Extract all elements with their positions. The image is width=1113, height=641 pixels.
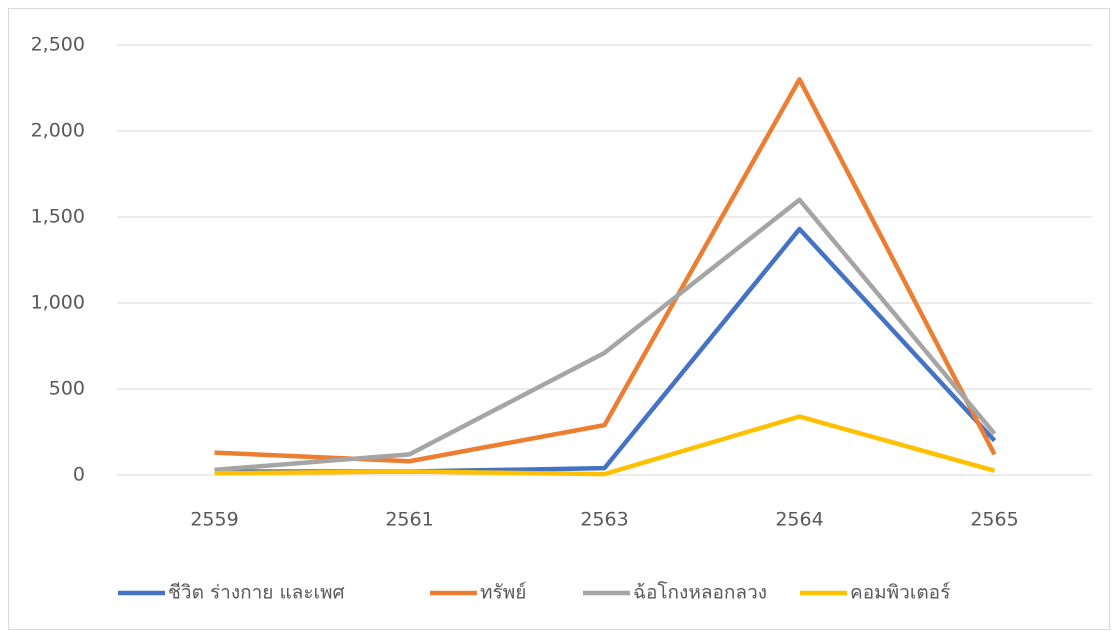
y-tick-label: 2,500 [31,34,85,56]
y-tick-label: 1,500 [31,206,85,228]
y-tick-label: 2,000 [31,120,85,142]
legend-label: ชีวิต ร่างกาย และเพศ [168,582,345,604]
x-tick-label: 2559 [190,509,238,531]
x-tick-label: 2561 [385,509,433,531]
y-tick-label: 500 [49,378,85,400]
x-tick-label: 2564 [775,509,823,531]
chart-border [8,8,1110,630]
x-tick-label: 2563 [580,509,628,531]
x-tick-label: 2565 [970,509,1018,531]
legend-label: ทรัพย์ [480,582,526,604]
legend-label: ฉ้อโกงหลอกลวง [633,581,767,604]
y-tick-label: 1,000 [31,292,85,314]
legend-label: คอมพิวเตอร์ [850,582,950,604]
series-line [214,197,997,473]
y-tick-label: 0 [73,464,85,486]
series-line [214,414,996,477]
